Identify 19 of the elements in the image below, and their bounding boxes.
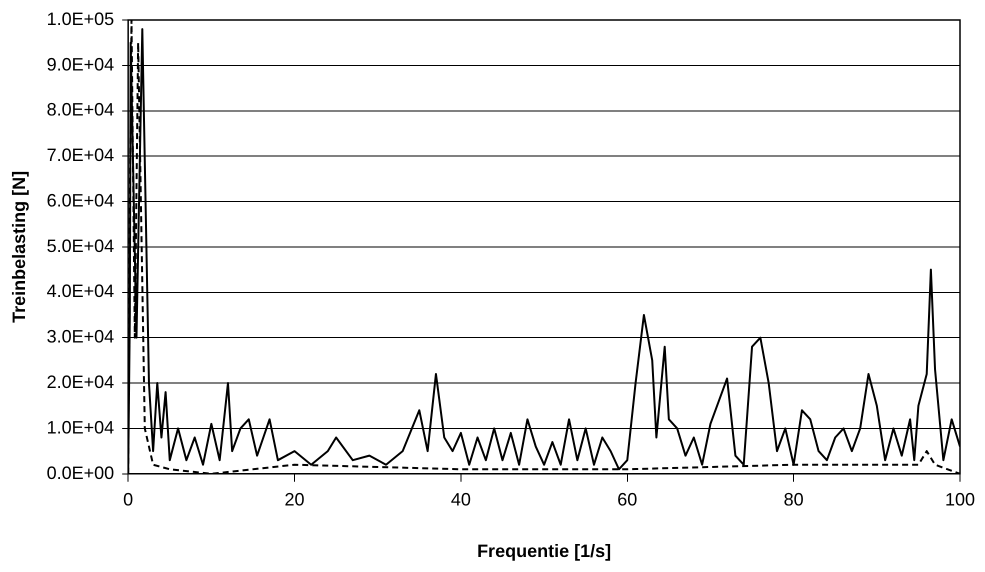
y-tick-label: 3.0E+04 bbox=[46, 326, 114, 347]
x-tick-label: 60 bbox=[617, 490, 638, 510]
x-axis-title: Frequentie [1/s] bbox=[477, 541, 612, 562]
x-tick-label: 80 bbox=[784, 490, 804, 510]
x-tick-label: 20 bbox=[284, 490, 305, 510]
y-tick-label: 0.0E+00 bbox=[46, 462, 114, 483]
x-tick-label: 40 bbox=[450, 490, 471, 510]
y-tick-label: 8.0E+04 bbox=[46, 100, 114, 120]
y-tick-label: 5.0E+04 bbox=[46, 236, 114, 256]
x-tick-label: 100 bbox=[944, 490, 976, 510]
x-tick-label: 0 bbox=[123, 490, 134, 510]
y-tick-label: 2.0E+04 bbox=[46, 372, 114, 392]
y-tick-label: 1.0E+05 bbox=[46, 8, 114, 29]
y-tick-label: 6.0E+04 bbox=[46, 190, 114, 210]
y-tick-label: 1.0E+04 bbox=[46, 417, 114, 438]
y-axis-title: Treinbelasting [N] bbox=[8, 170, 29, 323]
y-tick-label: 9.0E+04 bbox=[46, 54, 114, 74]
y-tick-label: 7.0E+04 bbox=[46, 145, 114, 166]
y-tick-label: 4.0E+04 bbox=[46, 281, 114, 302]
